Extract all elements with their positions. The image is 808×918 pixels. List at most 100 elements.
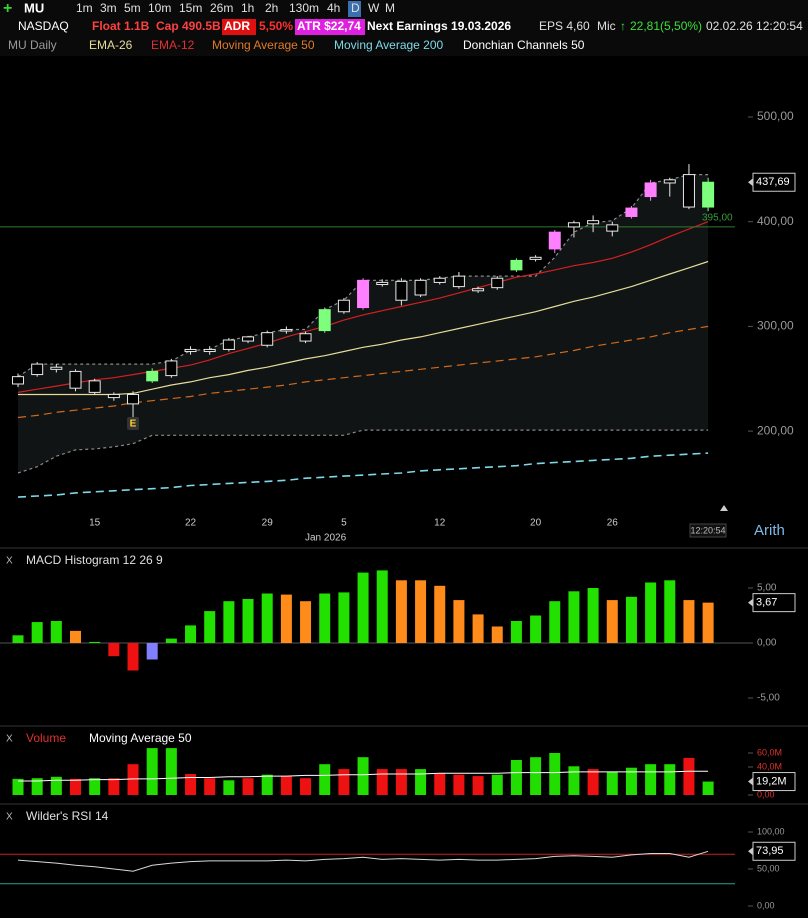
y-tick-label: 400,00 <box>757 214 794 228</box>
y-tick-label: 300,00 <box>757 319 794 333</box>
legend-donchian[interactable]: Donchian Channels 50 <box>463 38 585 52</box>
candle-body <box>395 280 408 301</box>
volume-bar <box>702 781 714 795</box>
y-tick-label: 200,00 <box>757 423 794 437</box>
histogram-bar <box>357 572 369 643</box>
volume-bar <box>453 774 465 795</box>
candle-body <box>529 256 542 260</box>
volume-bar <box>261 774 273 795</box>
last-value: 437,69 <box>756 176 790 188</box>
candle-body <box>261 332 274 346</box>
histogram-bar <box>12 635 24 643</box>
timeframe-button[interactable]: 26m <box>210 1 233 15</box>
legend-ema26[interactable]: EMA-26 <box>89 38 133 52</box>
volume-close[interactable]: X <box>6 734 13 745</box>
volume-bar <box>185 774 197 795</box>
histogram-bar <box>683 600 695 643</box>
timeframe-button[interactable]: 10m <box>148 1 171 15</box>
volume-bar <box>319 764 331 795</box>
candle-body <box>472 288 485 292</box>
volume-bar <box>280 776 292 795</box>
timeframe-button[interactable]: 5m <box>124 1 141 15</box>
histogram-bar <box>491 626 503 643</box>
earnings: Next Earnings 19.03.2026 <box>367 19 511 33</box>
time-box <box>689 523 727 538</box>
timeframe-button[interactable]: 1h <box>241 1 254 15</box>
histogram-bar <box>280 594 292 643</box>
macd-close[interactable]: X <box>6 556 13 567</box>
y-tick-label: 5,00 <box>757 583 777 594</box>
y-tick-label: 50,00 <box>757 863 780 873</box>
histogram-bar <box>415 580 427 643</box>
histogram-bar <box>472 614 484 643</box>
histogram-bar <box>645 582 657 643</box>
active-timeframe-bg <box>348 1 361 17</box>
histogram-bar <box>165 638 177 643</box>
volume-bar <box>683 757 695 795</box>
timeframe-button[interactable]: 4h <box>327 1 340 15</box>
rsi-close[interactable]: X <box>6 812 13 823</box>
timeframe-button[interactable]: 130m <box>289 1 319 15</box>
histogram-bar <box>453 600 465 643</box>
volume-bar <box>165 748 177 795</box>
volume-bar <box>625 767 637 795</box>
earnings-marker: E <box>130 419 137 430</box>
timeframe-button[interactable]: 3m <box>100 1 117 15</box>
rsi-title: Wilder's RSI 14 <box>26 809 109 823</box>
volume-bar <box>242 778 254 795</box>
float: Float 1.1B <box>92 19 150 33</box>
candle-body <box>587 220 600 225</box>
chart-name: MU Daily <box>8 38 57 52</box>
histogram-bar <box>89 641 101 643</box>
date-label: 26 <box>607 518 619 529</box>
y-tick-label: 500,00 <box>757 109 794 123</box>
symbol[interactable]: MU <box>24 0 44 15</box>
histogram-bar <box>434 585 446 643</box>
candle-body <box>625 207 638 217</box>
volume-bar <box>376 769 388 795</box>
last-pointer <box>748 777 753 786</box>
volume-bar <box>549 753 561 795</box>
timeframe-button[interactable]: 1m <box>76 1 93 15</box>
date-label: 22 <box>185 518 197 529</box>
timeframe-button[interactable]: M <box>385 1 395 15</box>
scroll-icon[interactable] <box>720 505 728 511</box>
scale-label[interactable]: Arith <box>754 522 785 539</box>
candle-body <box>31 363 44 376</box>
histogram-bar <box>127 643 139 671</box>
candle-body <box>299 333 312 342</box>
histogram-bar <box>50 621 62 643</box>
add-icon[interactable]: + <box>3 0 12 17</box>
y-tick-label: 0,00 <box>757 638 777 649</box>
volume-title: Volume <box>26 731 66 745</box>
adr: 5,50% <box>259 19 293 33</box>
timeframe-button[interactable]: 2h <box>265 1 278 15</box>
eps: EPS 4,60 <box>539 19 590 33</box>
candle-body <box>644 182 657 198</box>
date-label: 29 <box>262 518 274 529</box>
volume-bar <box>395 769 407 795</box>
date-label: 12 <box>434 518 446 529</box>
volume-bar <box>491 774 503 795</box>
candle-body <box>433 277 446 283</box>
candle-body <box>510 259 523 271</box>
timeframe-button[interactable]: D <box>351 1 360 15</box>
legend-ma200[interactable]: Moving Average 200 <box>334 38 444 52</box>
histogram-bar <box>223 601 235 643</box>
date-label: 15 <box>89 518 101 529</box>
toolbar-bg <box>0 0 808 56</box>
indicator-line <box>17 452 709 498</box>
histogram-bar <box>606 600 618 643</box>
candle-body <box>184 348 197 353</box>
histogram-bar <box>185 625 197 643</box>
histogram-bar <box>530 615 542 643</box>
timeframe-button[interactable]: W <box>368 1 380 15</box>
candle-body <box>414 279 427 296</box>
histogram-bar <box>261 593 273 643</box>
volume-bar <box>223 780 235 795</box>
legend-ema12[interactable]: EMA-12 <box>151 38 195 52</box>
legend-ma50[interactable]: Moving Average 50 <box>212 38 315 52</box>
timeframe-button[interactable]: 15m <box>179 1 202 15</box>
